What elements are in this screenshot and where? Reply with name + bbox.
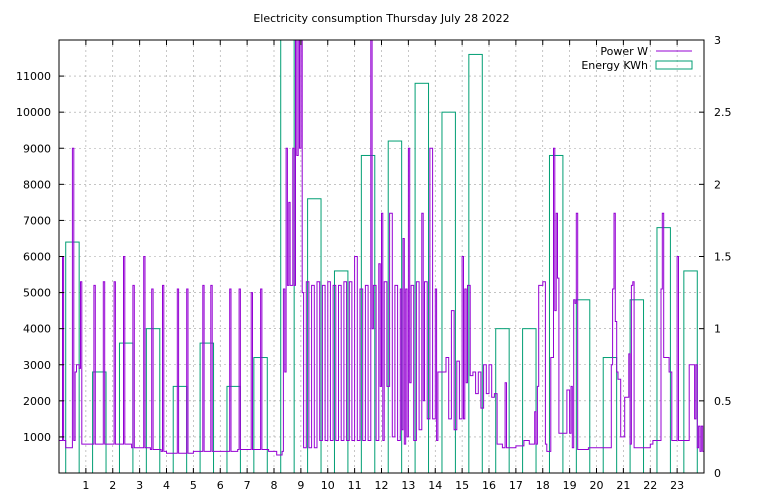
x-tick-label: 18 bbox=[536, 479, 550, 492]
y-right-tick-label: 1 bbox=[714, 323, 721, 336]
legend-label-power: Power W bbox=[600, 45, 648, 58]
x-tick-label: 6 bbox=[217, 479, 224, 492]
y-right-tick-label: 3 bbox=[714, 34, 721, 47]
x-axis: 1 2 3 4 5 6 7 8 9 10 11 12 13 14 15 16 17 18 19 20 21 22 23 bbox=[82, 40, 684, 492]
x-tick-label: 23 bbox=[670, 479, 684, 492]
legend-swatch-energy bbox=[655, 60, 693, 70]
y-left-tick-label: 5000 bbox=[23, 287, 51, 300]
y-right-tick-label: 2.5 bbox=[714, 106, 732, 119]
x-tick-label: 17 bbox=[509, 479, 523, 492]
x-tick-label: 20 bbox=[590, 479, 604, 492]
x-tick-label: 8 bbox=[271, 479, 278, 492]
x-tick-label: 21 bbox=[616, 479, 630, 492]
y-left-tick-label: 8000 bbox=[23, 178, 51, 191]
y-left-tick-label: 6000 bbox=[23, 251, 51, 264]
y-left-tick-label: 4000 bbox=[23, 323, 51, 336]
power-line-path bbox=[59, 39, 704, 456]
x-tick-label: 10 bbox=[321, 479, 335, 492]
legend-label-energy: Energy KWh bbox=[581, 59, 648, 72]
power-w-series bbox=[59, 39, 704, 456]
x-tick-label: 22 bbox=[643, 479, 657, 492]
x-tick-label: 9 bbox=[297, 479, 304, 492]
y-left-tick-label: 3000 bbox=[23, 359, 51, 372]
y-right-tick-label: 2 bbox=[714, 178, 721, 191]
x-tick-label: 5 bbox=[190, 479, 197, 492]
y-left-tick-label: 9000 bbox=[23, 142, 51, 155]
y-left-tick-label: 11000 bbox=[16, 70, 51, 83]
x-tick-label: 4 bbox=[163, 479, 170, 492]
x-tick-label: 16 bbox=[482, 479, 496, 492]
y-right-tick-label: 1.5 bbox=[714, 251, 732, 264]
x-tick-label: 12 bbox=[375, 479, 389, 492]
x-tick-label: 11 bbox=[348, 479, 362, 492]
chart-title: Electricity consumption Thursday July 28… bbox=[253, 12, 509, 25]
x-tick-label: 1 bbox=[82, 479, 89, 492]
y-right-tick-label: 0.5 bbox=[714, 395, 732, 408]
y-axis-right: 0 0.5 1 1.5 2 2.5 3 bbox=[699, 34, 732, 480]
x-tick-label: 14 bbox=[428, 479, 442, 492]
x-tick-label: 2 bbox=[109, 479, 116, 492]
x-tick-label: 7 bbox=[244, 479, 251, 492]
x-tick-label: 19 bbox=[563, 479, 577, 492]
x-tick-label: 3 bbox=[136, 479, 143, 492]
x-tick-label: 15 bbox=[455, 479, 469, 492]
x-tick-label: 13 bbox=[401, 479, 415, 492]
y-left-tick-label: 2000 bbox=[23, 395, 51, 408]
y-left-tick-label: 10000 bbox=[16, 106, 51, 119]
y-axis-left: 1000 2000 3000 4000 5000 6000 7000 8000 9000 1000… bbox=[16, 70, 64, 444]
y-left-tick-label: 1000 bbox=[23, 431, 51, 444]
y-right-tick-label: 0 bbox=[714, 467, 721, 480]
y-left-tick-label: 7000 bbox=[23, 214, 51, 227]
